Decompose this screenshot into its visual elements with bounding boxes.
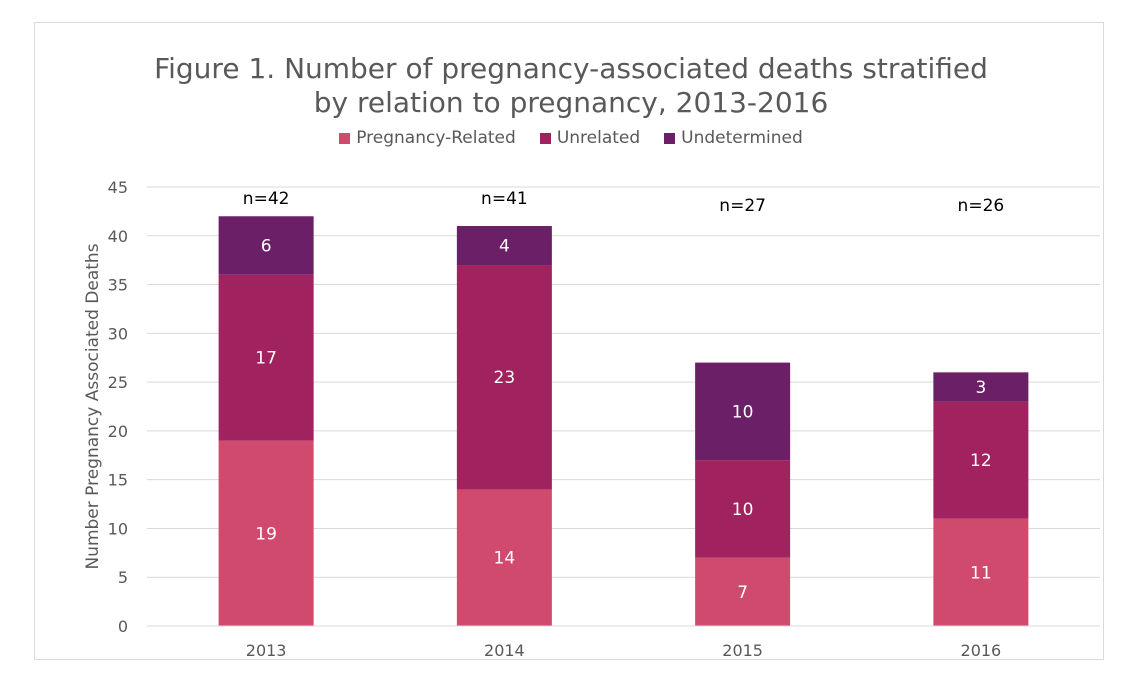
y-tick-label: 30: [108, 324, 128, 343]
y-tick-label: 10: [108, 519, 128, 538]
data-label: 10: [732, 402, 754, 422]
data-label: 7: [737, 583, 748, 603]
y-tick-label: 20: [108, 422, 128, 441]
legend-item-undetermined: Undetermined: [664, 128, 803, 148]
legend-swatch-undetermined: [664, 132, 676, 144]
bar-segment: [933, 518, 1029, 626]
y-tick-label: 45: [108, 178, 128, 197]
bar-segment: [933, 401, 1029, 519]
total-label: n=27: [719, 196, 766, 216]
data-label: 14: [494, 549, 516, 569]
data-label: 23: [494, 368, 516, 388]
bar-segment: [933, 372, 1029, 402]
bar-segment: [218, 440, 314, 626]
bar-segment: [695, 362, 791, 461]
data-label: 11: [970, 563, 992, 583]
data-label: 17: [255, 349, 277, 369]
total-label: n=26: [958, 196, 1005, 216]
legend-label-unrelated: Unrelated: [556, 128, 641, 148]
legend-label-undetermined: Undetermined: [681, 128, 803, 148]
bar-segment: [456, 226, 552, 266]
y-tick-label: 35: [108, 276, 128, 295]
data-label: 10: [732, 500, 754, 520]
chart-frame: [34, 22, 1104, 660]
bar-segment: [695, 460, 791, 558]
y-tick-label: 15: [108, 471, 128, 490]
x-tick-label: 2015: [722, 641, 763, 660]
data-label: 4: [499, 237, 510, 257]
bar-segment: [695, 557, 791, 626]
bar-segment: [218, 274, 314, 441]
x-tick-label: 2014: [484, 641, 525, 660]
total-label: n=41: [481, 189, 528, 209]
x-tick-label: 2013: [246, 641, 287, 660]
y-tick-label: 40: [108, 227, 128, 246]
chart-title-line-1: Figure 1. Number of pregnancy-associated…: [154, 52, 988, 85]
legend-item-pregnancy-related: Pregnancy-Related: [339, 128, 516, 148]
data-label: 6: [261, 237, 272, 257]
y-axis-label: Number Pregnancy Associated Deaths: [83, 243, 103, 569]
data-label: 12: [970, 451, 992, 471]
legend-label-pregnancy-related: Pregnancy-Related: [356, 128, 516, 148]
x-tick-label: 2016: [961, 641, 1002, 660]
legend-item-unrelated: Unrelated: [539, 128, 641, 148]
chart-title: Figure 1. Number of pregnancy-associated…: [0, 52, 1142, 120]
bar-segment: [456, 265, 552, 490]
y-tick-label: 0: [118, 617, 128, 636]
legend-swatch-pregnancy-related: [339, 132, 351, 144]
data-label: 19: [255, 524, 277, 544]
legend-swatch-unrelated: [539, 132, 551, 144]
bar-segment: [218, 216, 314, 275]
total-label: n=42: [243, 189, 290, 209]
y-tick-label: 5: [118, 568, 128, 587]
bar-segment: [456, 489, 552, 626]
chart-title-line-2: by relation to pregnancy, 2013-2016: [313, 86, 829, 119]
chart-legend: Pregnancy-Related Unrelated Undetermined: [0, 128, 1142, 148]
data-label: 3: [975, 378, 986, 398]
y-tick-label: 25: [108, 373, 128, 392]
